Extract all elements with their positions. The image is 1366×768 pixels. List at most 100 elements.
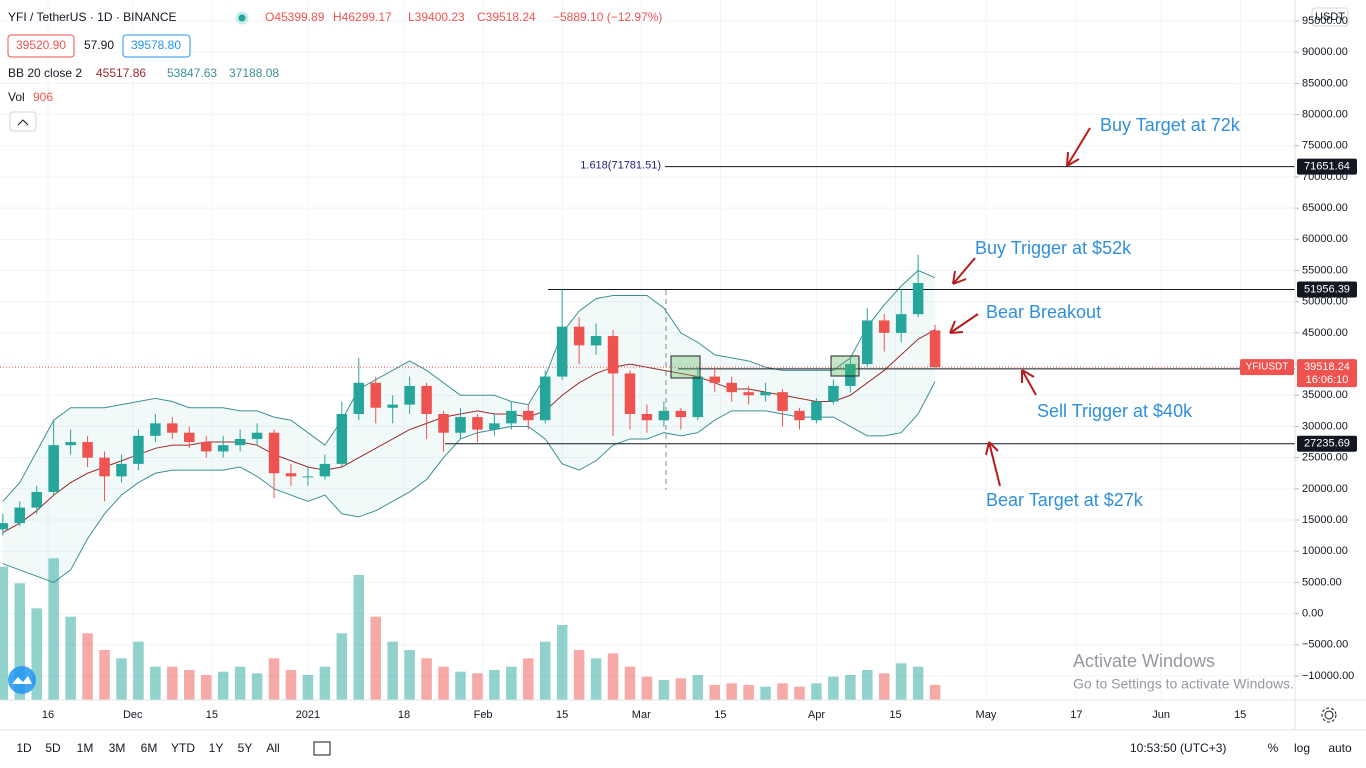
candle-body — [539, 376, 551, 421]
candle-body — [404, 385, 415, 405]
y-tick-label: 85000.00 — [1302, 77, 1348, 89]
range-button[interactable]: 5Y — [238, 741, 253, 755]
candle-body — [709, 376, 720, 383]
x-tick-label: 16 — [42, 709, 54, 721]
volume-bar — [777, 683, 788, 700]
ohlc-value: −5889.10 (−12.97%) — [553, 10, 662, 24]
volume-bar — [709, 685, 720, 700]
x-tick-label: May — [976, 709, 997, 721]
candle-body — [624, 373, 636, 414]
vol-label: Vol — [8, 90, 25, 104]
candle-body — [0, 523, 9, 530]
volume-bar — [573, 650, 585, 700]
candle-body — [455, 417, 466, 433]
grid — [0, 0, 1295, 700]
y-tick-label: 0.00 — [1302, 608, 1323, 620]
volume-bar — [387, 641, 398, 700]
volume-bar — [48, 558, 59, 700]
scale-option[interactable]: auto — [1328, 741, 1352, 755]
y-tick-label: 30000.00 — [1302, 420, 1348, 432]
volume-bar — [590, 658, 602, 700]
scale-option[interactable]: % — [1268, 741, 1279, 755]
y-tick-label: 65000.00 — [1302, 202, 1348, 214]
volume-bar — [150, 666, 161, 700]
price-label: 39518.24 — [1304, 361, 1350, 373]
candle-body — [438, 413, 449, 433]
candle-body — [845, 364, 856, 386]
volume-bar — [523, 658, 534, 700]
x-tick-label: 15 — [889, 709, 901, 721]
volume-bar — [760, 686, 771, 700]
volume-bar — [438, 666, 449, 700]
volume-bar — [319, 666, 331, 700]
volume-bar — [65, 616, 76, 700]
candle-body — [556, 326, 568, 377]
candle-body — [641, 413, 653, 421]
status-dot — [235, 11, 249, 25]
volume-bar — [217, 671, 229, 700]
ask-box[interactable] — [122, 34, 191, 58]
candle-body — [99, 457, 110, 477]
currency-box[interactable] — [1311, 7, 1349, 27]
collapse-button[interactable] — [9, 111, 37, 132]
level-tag — [1297, 435, 1357, 452]
range-button[interactable]: 5D — [45, 741, 61, 755]
candle-body — [65, 442, 76, 446]
level-label: 71651.64 — [1304, 161, 1350, 173]
candle-body — [692, 376, 704, 418]
y-tick-label: 25000.00 — [1302, 452, 1348, 464]
range-button[interactable]: 3M — [109, 741, 126, 755]
candle-body — [777, 392, 788, 411]
volume-bar — [607, 653, 619, 700]
candle-body — [370, 382, 381, 408]
volume-bar — [455, 671, 466, 700]
range-button[interactable]: 1D — [16, 741, 32, 755]
candle-body — [167, 423, 178, 433]
bb-lower — [2, 381, 936, 583]
bb-value: 45517.86 — [96, 66, 146, 80]
toolbar: 1D 5D 1M 3M 6M YTD 1Y 5Y All% log auto — [16, 741, 1352, 755]
scale-option[interactable]: log — [1294, 741, 1310, 755]
spread: 57.90 — [84, 38, 114, 52]
range-button[interactable]: All — [266, 741, 279, 755]
candle-body — [116, 463, 127, 477]
volume-bar — [726, 683, 737, 700]
x-tick-label: 17 — [1070, 709, 1082, 721]
y-tick-label: 10000.00 — [1302, 545, 1348, 557]
bid-box[interactable] — [7, 34, 75, 58]
candle-body — [184, 432, 195, 443]
candle-body — [336, 413, 348, 464]
range-button[interactable]: 6M — [141, 741, 158, 755]
range-button[interactable]: 1M — [77, 741, 94, 755]
level-tag — [1297, 281, 1357, 298]
vol-value: 906 — [33, 90, 53, 104]
y-tick-label: −5000.00 — [1302, 639, 1348, 651]
candle-body — [285, 473, 297, 477]
range-button[interactable]: 1Y — [209, 741, 224, 755]
volume-bar — [14, 583, 26, 700]
candle-body — [319, 463, 331, 477]
collapse-icon — [17, 119, 29, 126]
calendar-icon[interactable] — [313, 741, 331, 756]
settings-icon[interactable] — [1321, 707, 1337, 723]
level-label: 51956.39 — [1304, 283, 1350, 295]
logo[interactable] — [8, 666, 36, 694]
range-button[interactable]: YTD — [171, 741, 195, 755]
bb-value: 53847.63 — [167, 66, 217, 80]
volume-bar — [234, 666, 246, 700]
bid: 39520.90 — [16, 38, 66, 52]
level-label: 27235.69 — [1304, 438, 1350, 450]
x-tick-label: Mar — [632, 709, 651, 721]
volume-bar — [828, 676, 839, 700]
bb-label: BB 20 close 2 — [8, 66, 82, 80]
arrow — [985, 441, 1001, 487]
bb-value: 37188.08 — [229, 66, 279, 80]
candle-body — [387, 404, 398, 408]
symbol[interactable]: YFI / TetherUS · 1D · BINANCE — [8, 10, 177, 24]
annotation: Buy Target at 72k — [1100, 115, 1241, 135]
volume-bar — [929, 684, 941, 700]
bb-upper — [2, 269, 936, 502]
annotation: Bear Breakout — [986, 302, 1101, 322]
arrow — [1021, 369, 1037, 396]
